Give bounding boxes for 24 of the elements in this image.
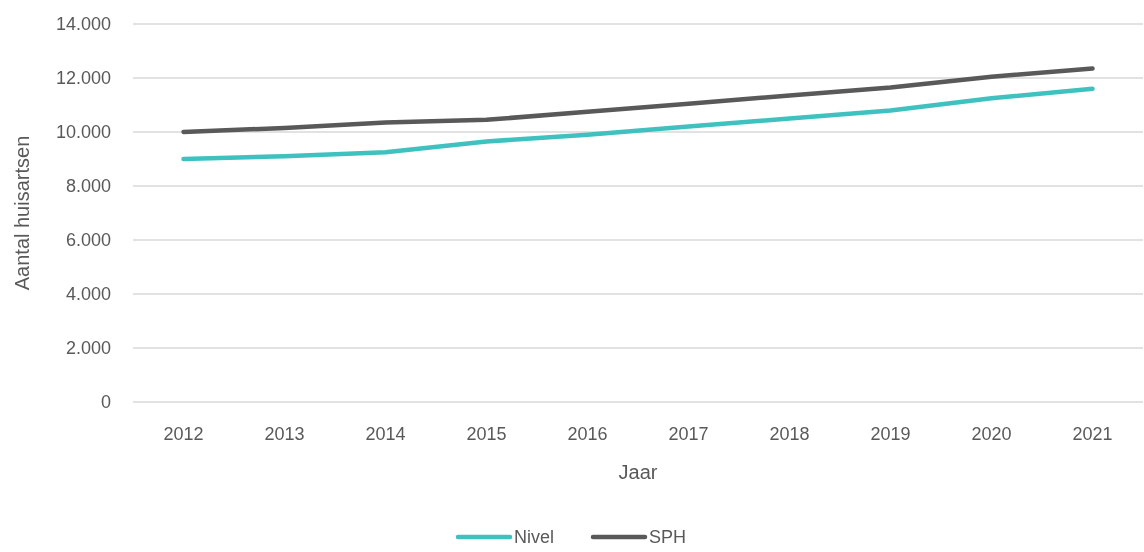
y-tick-label: 0 [100, 392, 111, 413]
x-tick-label: 2014 [365, 424, 406, 444]
x-tick-label: 2012 [163, 424, 204, 444]
x-tick-label: 2016 [567, 424, 608, 444]
legend-label: SPH [649, 527, 687, 547]
y-axis-title: Aantal huisartsen [11, 135, 33, 291]
x-tick-label: 2017 [668, 424, 709, 444]
line-series [181, 86, 1095, 162]
x-tick-label: 2019 [870, 424, 911, 444]
legend-label: Nivel [514, 527, 555, 547]
y-tick-label: 12.000 [55, 68, 111, 89]
y-tick-label: 4.000 [65, 284, 111, 305]
y-tick-label: 14.000 [55, 14, 111, 35]
x-tick-label: 2018 [769, 424, 810, 444]
y-tick-label: 2.000 [65, 338, 111, 359]
y-tick-label: 8.000 [65, 176, 111, 197]
y-tick-label: 10.000 [55, 122, 111, 143]
x-tick-label: 2013 [264, 424, 305, 444]
x-tick-label: 2020 [971, 424, 1012, 444]
x-axis-title: Jaar [618, 461, 658, 483]
line-series [181, 66, 1095, 135]
y-tick-label: 6.000 [65, 230, 111, 251]
x-tick-label: 2015 [466, 424, 507, 444]
x-tick-label: 2021 [1072, 424, 1113, 444]
